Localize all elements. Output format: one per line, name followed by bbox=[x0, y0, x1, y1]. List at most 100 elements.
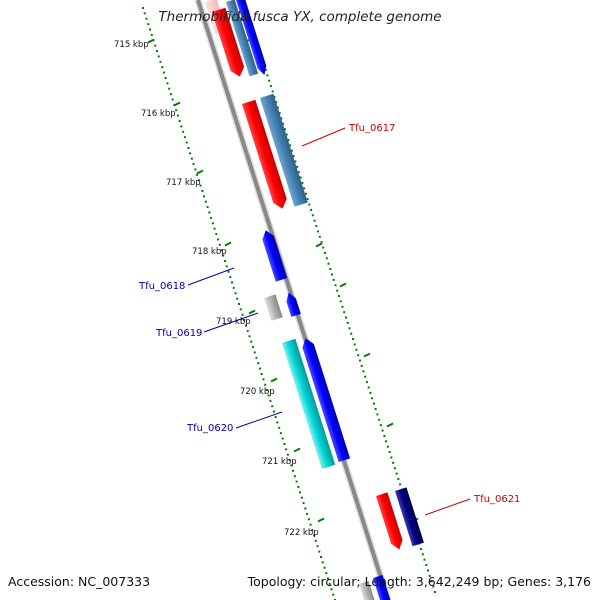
ruler-right-dot bbox=[397, 477, 400, 480]
ruler-left-dot bbox=[227, 270, 230, 273]
ruler-left-dot bbox=[218, 243, 221, 246]
ruler-left-dot bbox=[187, 146, 190, 149]
ruler-right-dot bbox=[353, 343, 356, 346]
gene-label-tfu-0621[interactable]: Tfu_0621 bbox=[473, 494, 520, 505]
ruler-right-dot bbox=[294, 160, 297, 163]
ruler-left-dot bbox=[248, 335, 251, 338]
ruler-right-dot bbox=[271, 90, 274, 93]
gene-block-blue-0620[interactable] bbox=[300, 336, 351, 463]
ruler-right-tick bbox=[315, 242, 323, 248]
ruler-left-dot bbox=[269, 399, 272, 402]
ruler-right-dot bbox=[311, 214, 314, 217]
leader-line-tfu-0618 bbox=[187, 267, 235, 286]
ruler-left-dot bbox=[192, 163, 195, 166]
gene-label-leaders bbox=[187, 127, 471, 516]
ruler-left-dot bbox=[286, 453, 289, 456]
topology-text: Topology: circular; Length: 3,642,249 bp… bbox=[247, 574, 591, 589]
ruler-left-dot bbox=[244, 324, 247, 327]
ruler-left-dot bbox=[180, 125, 183, 128]
gene-label-tfu-0618[interactable]: Tfu_0618 bbox=[138, 281, 185, 292]
ruler-left-dot bbox=[267, 394, 270, 397]
ruler-label-720: 720 kbp bbox=[240, 387, 275, 397]
ruler-right-dot bbox=[357, 354, 360, 357]
ruler-left-dot bbox=[320, 555, 323, 558]
ruler-left-dot bbox=[325, 572, 328, 575]
ruler-left-dot bbox=[155, 50, 158, 53]
leader-line-tfu-0617 bbox=[301, 127, 346, 147]
ruler-left-dot bbox=[272, 410, 275, 413]
ruler-right-dot bbox=[351, 338, 354, 341]
ruler-right-dot bbox=[324, 251, 327, 254]
gene-label-tfu-0617[interactable]: Tfu_0617 bbox=[348, 123, 395, 134]
ruler-left-dot bbox=[229, 276, 232, 279]
ruler-right-dot bbox=[421, 553, 424, 556]
ruler-left-dot bbox=[265, 389, 268, 392]
ruler-left-dot bbox=[304, 507, 307, 510]
ruler-right-dot bbox=[269, 85, 272, 88]
gene-block-red-top[interactable] bbox=[212, 7, 246, 79]
ruler-left-dot bbox=[148, 28, 151, 31]
ruler-label-717: 717 kbp bbox=[166, 178, 201, 188]
ruler-right-dot bbox=[350, 332, 353, 335]
gene-block-steelblue-top[interactable] bbox=[226, 0, 259, 77]
ruler-left-dot bbox=[255, 356, 258, 359]
ruler-right-dot bbox=[306, 198, 309, 201]
ruler-right-tick bbox=[339, 282, 347, 288]
ruler-right-dot bbox=[360, 364, 363, 367]
ruler-left-dot bbox=[199, 184, 202, 187]
gene-block-red-0621[interactable] bbox=[376, 492, 405, 551]
ruler-right-dot bbox=[434, 591, 436, 593]
ruler-right-dot bbox=[334, 284, 337, 287]
gene-block-red-0617[interactable] bbox=[242, 99, 289, 211]
ruler-right-dot bbox=[364, 375, 367, 378]
ruler-left-dot bbox=[302, 502, 305, 505]
gene-block-navy-0621[interactable] bbox=[395, 487, 424, 547]
gene-block-grey-bottom[interactable] bbox=[359, 580, 376, 600]
gene-block-blue-bottom[interactable] bbox=[373, 574, 392, 600]
ruler-right-dot bbox=[383, 434, 386, 437]
ruler-left-dot bbox=[143, 12, 146, 15]
ruler-right-dot bbox=[399, 483, 402, 486]
ruler-left-dot bbox=[236, 297, 239, 300]
ruler-right-dot bbox=[304, 192, 307, 195]
gene-block-cyan-0620[interactable] bbox=[282, 338, 336, 469]
gene-label-tfu-0619[interactable]: Tfu_0619 bbox=[155, 328, 202, 339]
leader-line-tfu-0620 bbox=[235, 411, 283, 429]
ruler-left-dot bbox=[220, 249, 223, 252]
ruler-left-dot bbox=[224, 259, 227, 262]
ruler-left-dot bbox=[194, 168, 197, 171]
ruler-label-721: 721 kbp bbox=[262, 457, 297, 467]
ruler-right-dot bbox=[325, 257, 328, 260]
gene-block-blue-0618[interactable] bbox=[260, 228, 288, 282]
gene-block-blue-top[interactable] bbox=[236, 0, 269, 76]
ruler-left-dot bbox=[292, 469, 295, 472]
ruler-left-dot bbox=[257, 362, 260, 365]
ruler-left-dot bbox=[279, 432, 282, 435]
ruler-left-dot bbox=[283, 442, 286, 445]
ruler-right-dot bbox=[310, 208, 313, 211]
ruler-right-dot bbox=[367, 386, 370, 389]
ruler-left-dot bbox=[330, 588, 333, 591]
ruler-left-dot bbox=[201, 189, 204, 192]
ruler-right-dot bbox=[344, 316, 347, 319]
ruler-left-dot bbox=[313, 534, 316, 537]
gene-block-grey-0619[interactable] bbox=[264, 294, 283, 321]
ruler-left-dot bbox=[189, 152, 192, 155]
ruler-right-dot bbox=[392, 461, 395, 464]
ruler-left-tick bbox=[270, 377, 278, 383]
gene-block-steelblue-0617[interactable] bbox=[260, 93, 308, 207]
ruler-left-dot bbox=[234, 292, 237, 295]
ruler-left-dot bbox=[271, 405, 274, 408]
ruler-right-dot bbox=[336, 289, 339, 292]
ruler-left-dot bbox=[241, 313, 244, 316]
gene-label-tfu-0620[interactable]: Tfu_0620 bbox=[186, 423, 233, 434]
ruler-right-dot bbox=[331, 273, 334, 276]
ruler-left-dot bbox=[204, 200, 207, 203]
ruler-right-dot bbox=[289, 144, 292, 147]
ruler-right-dot bbox=[339, 300, 342, 303]
gene-features bbox=[205, 0, 424, 600]
ruler-label-716: 716 kbp bbox=[141, 109, 176, 119]
gene-block-blue-0619[interactable] bbox=[284, 291, 301, 317]
ruler-left-dot bbox=[206, 206, 209, 209]
ruler-left-dot bbox=[328, 582, 331, 585]
